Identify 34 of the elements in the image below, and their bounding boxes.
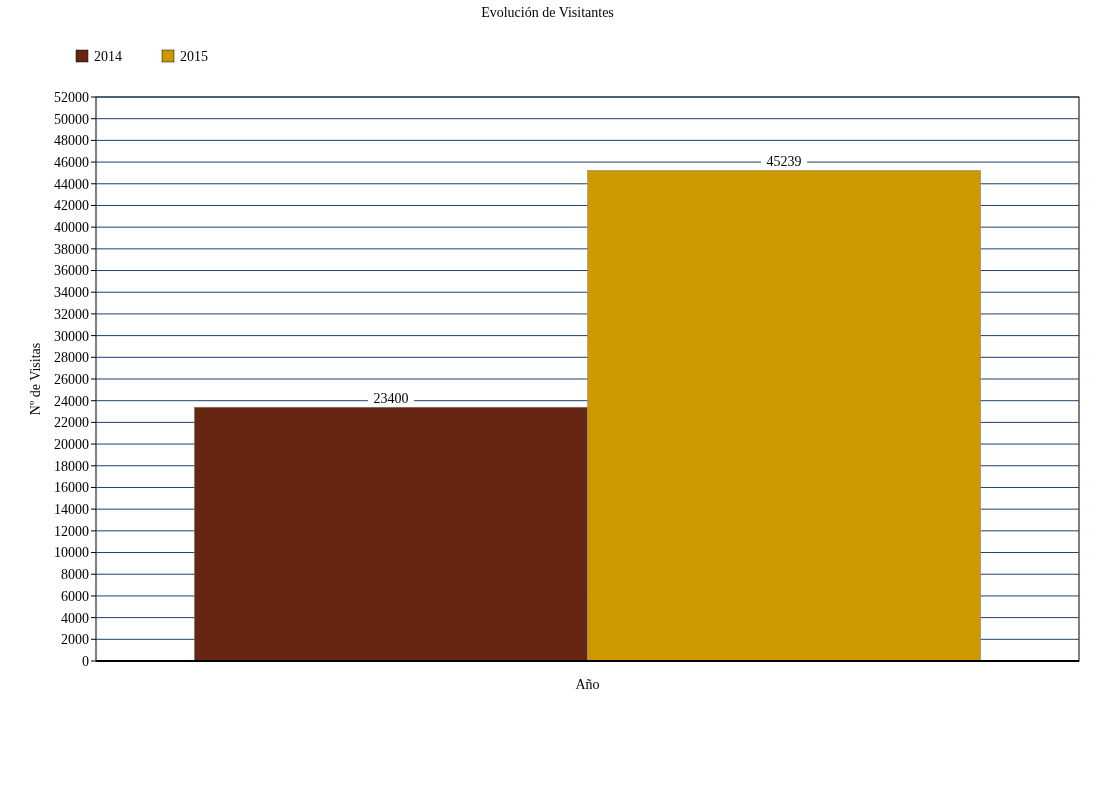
y-tick-label: 2000 (61, 632, 89, 648)
y-tick-label: 12000 (54, 523, 89, 539)
y-tick-label: 6000 (61, 588, 89, 604)
y-tick-label: 8000 (61, 567, 89, 583)
y-tick-label: 42000 (54, 198, 89, 214)
data-label: 45239 (766, 154, 802, 170)
y-tick-label: 40000 (54, 220, 89, 236)
y-tick-label: 22000 (54, 415, 89, 431)
y-tick-label: 30000 (54, 328, 89, 344)
y-tick-label: 18000 (54, 458, 89, 474)
legend-label: 2015 (180, 49, 208, 64)
y-tick-label: 50000 (54, 111, 89, 127)
y-tick-label: 44000 (54, 176, 89, 192)
y-tick-label: 20000 (54, 436, 89, 452)
y-axis-title: Nº de Visitas (28, 342, 43, 416)
legend-label: 2014 (94, 49, 122, 64)
y-tick-label: 14000 (54, 502, 89, 518)
y-tick-label: 48000 (54, 133, 89, 149)
y-tick-label: 52000 (54, 89, 89, 105)
y-tick-label: 38000 (54, 241, 89, 257)
y-tick-label: 4000 (61, 610, 89, 626)
y-tick-label: 34000 (54, 285, 89, 301)
chart-title: Evolución de Visitantes (481, 5, 614, 20)
y-tick-label: 24000 (54, 393, 89, 409)
y-tick-label: 46000 (54, 154, 89, 170)
y-tick-label: 28000 (54, 350, 89, 366)
y-tick-label: 32000 (54, 306, 89, 322)
y-tick-label: 0 (82, 653, 89, 669)
y-tick-label: 16000 (54, 480, 89, 496)
x-axis-title: Año (575, 677, 600, 692)
y-tick-label: 26000 (54, 371, 89, 387)
y-tick-label: 36000 (54, 263, 89, 279)
data-label: 23400 (373, 391, 409, 407)
y-tick-label: 10000 (54, 545, 89, 561)
